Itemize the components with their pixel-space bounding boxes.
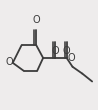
Text: O: O [63,46,70,56]
Text: O: O [5,57,13,67]
Text: O: O [51,46,59,56]
Text: O: O [32,15,40,25]
Text: O: O [68,53,75,63]
